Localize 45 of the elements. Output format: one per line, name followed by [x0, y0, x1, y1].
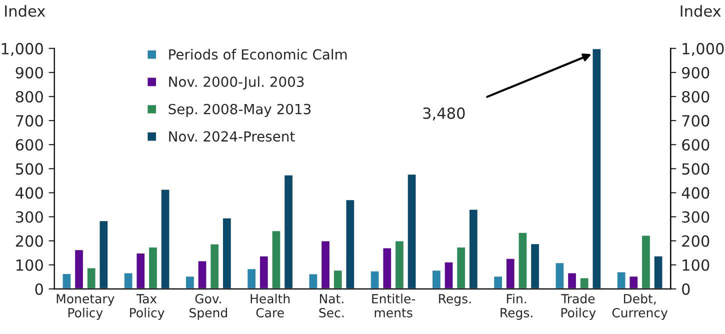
- y-tick-label: 100: [16, 259, 43, 271]
- y-axis-title: Index: [5, 5, 46, 17]
- x-tick-label: Health Care: [250, 294, 290, 318]
- y2-tick-label: 1,000: [682, 42, 724, 56]
- y2-tick-label: 800: [682, 90, 710, 103]
- y-tick-label: 400: [16, 187, 43, 199]
- y-tick-label: 1,000: [2, 42, 43, 56]
- y-tick-label: 800: [16, 90, 43, 103]
- x-tick-label: Entitle- ments: [372, 294, 416, 318]
- x-tick-label: Trade Poilcy: [561, 294, 596, 320]
- y2-tick-label: 500: [682, 163, 710, 175]
- y-tick-label: 700: [16, 115, 43, 127]
- legend-label: Nov. 2000-Jul. 2003: [169, 76, 304, 90]
- bar: [98, 220, 109, 289]
- legend-label: Periods of Economic Calm: [169, 48, 347, 60]
- y-tick-label: 0: [35, 283, 43, 295]
- bar: [591, 48, 602, 289]
- y-tick-label: 600: [16, 139, 43, 151]
- bar: [616, 270, 627, 289]
- y2-tick-label: 300: [682, 211, 710, 223]
- y-tick-label: 300: [16, 211, 43, 223]
- x-tick-label: Gov. Spend: [190, 294, 228, 320]
- y-tick-label: 500: [16, 163, 43, 175]
- y2-tick-label: 200: [682, 235, 710, 247]
- y2-tick-label: 400: [682, 187, 710, 199]
- x-tick-label: Nat. Sec.: [319, 294, 344, 318]
- y2-tick-label: 600: [682, 139, 710, 151]
- bar: [344, 198, 356, 289]
- bar: [370, 270, 380, 289]
- x-tick-label: Monetary Policy: [56, 294, 114, 320]
- legend-label: Nov. 2024-Present: [169, 131, 295, 142]
- y-tick-label: 200: [16, 235, 43, 247]
- y-tick-label: 900: [16, 66, 43, 78]
- x-tick-label: Debt, Currency: [612, 294, 668, 320]
- x-tick-label: Tax Policy: [130, 294, 164, 320]
- y2-tick-label: 0: [682, 283, 690, 295]
- y2-tick-label: 700: [682, 115, 710, 127]
- legend-label: Sep. 2008-May 2013: [168, 104, 311, 118]
- x-tick-label: Fin. Regs.: [500, 294, 532, 320]
- annotation: 3,480: [423, 107, 465, 121]
- y2-tick-label: 900: [682, 66, 710, 78]
- y2-axis-title: Index: [680, 5, 721, 17]
- x-tick-label: Regs.: [439, 294, 471, 306]
- bar: [123, 272, 134, 289]
- y2-tick-label: 100: [682, 259, 710, 271]
